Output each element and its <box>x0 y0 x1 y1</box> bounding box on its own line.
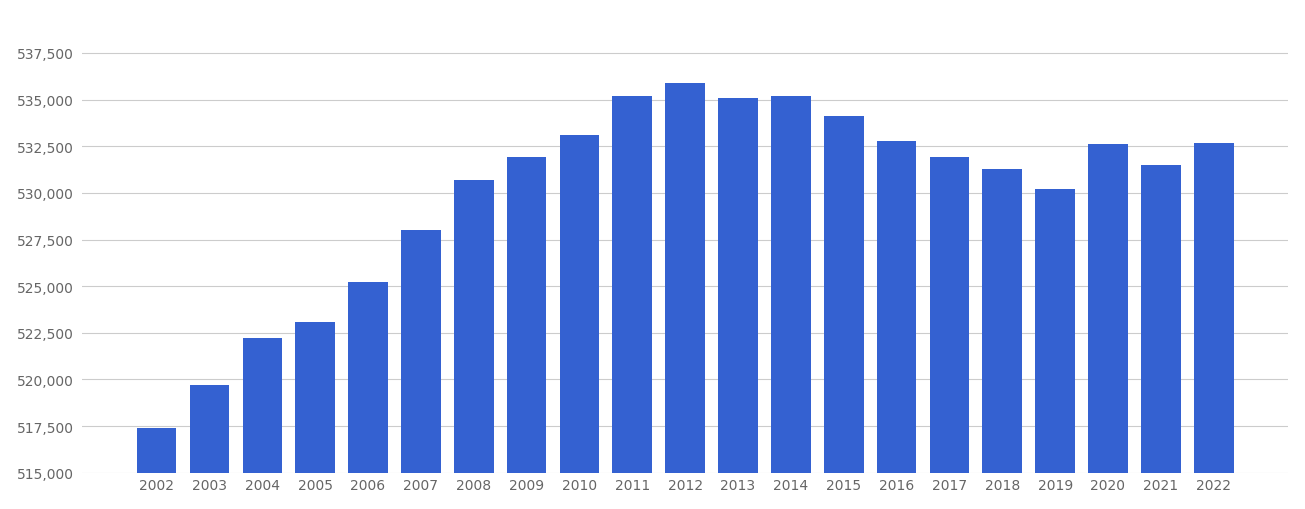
Bar <box>666 83 705 473</box>
Bar <box>454 181 493 473</box>
Bar <box>1035 190 1075 473</box>
Bar <box>1141 165 1181 473</box>
Bar <box>137 428 176 473</box>
Bar <box>929 158 970 473</box>
Bar <box>1194 143 1233 473</box>
Bar <box>877 142 916 473</box>
Bar <box>983 169 1022 473</box>
Bar <box>612 97 652 473</box>
Bar <box>506 158 547 473</box>
Bar <box>1088 145 1128 473</box>
Bar <box>243 339 282 473</box>
Bar <box>189 385 230 473</box>
Bar <box>348 283 388 473</box>
Bar <box>295 322 335 473</box>
Bar <box>823 117 864 473</box>
Bar <box>560 136 599 473</box>
Bar <box>718 99 758 473</box>
Bar <box>771 97 810 473</box>
Bar <box>401 231 441 473</box>
